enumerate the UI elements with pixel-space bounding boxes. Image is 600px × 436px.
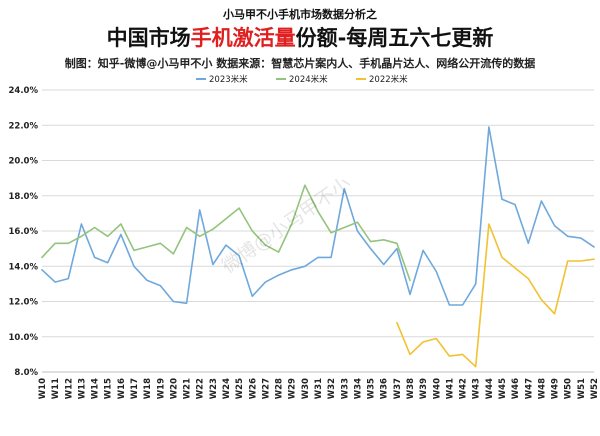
axis-layer: 8.0% 10.0% 12.0% 14.0% 16.0% 18.0% 20.0% 22.0% 2… (9, 86, 600, 399)
y-tick-label: 8.0% (14, 368, 38, 378)
x-tick-label: W38 (406, 378, 416, 399)
x-tick-label: W23 (209, 378, 219, 399)
x-tick-label: W33 (340, 378, 350, 399)
x-tick-label: W49 (551, 378, 561, 399)
title-prefix: 中国市场 (106, 26, 191, 50)
chart-title: 中国市场手机激活量份额-每周五六七更新 (0, 22, 600, 52)
x-tick-label: W12 (64, 378, 74, 399)
x-tick-label: W28 (275, 378, 285, 399)
x-tick-label: W13 (77, 378, 87, 399)
data-source-note: 制图：知乎-微博@小马甲不小 数据来源：智慧芯片案内人、手机晶片达人、网络公开流… (64, 57, 536, 70)
x-tick-label: W21 (183, 378, 193, 399)
legend-label: 2022米米 (369, 74, 408, 85)
legend-label: 2024米米 (289, 74, 328, 85)
series-line (396, 223, 595, 368)
x-tick-label: W30 (301, 378, 311, 399)
y-tick-label: 12.0% (9, 298, 39, 308)
series-layer (41, 126, 595, 368)
x-tick-label: W45 (498, 378, 508, 399)
x-tick-label: W31 (314, 378, 324, 399)
x-tick-label: W37 (393, 378, 403, 399)
x-tick-label: W43 (472, 378, 482, 399)
x-tick-label: W47 (524, 378, 534, 399)
y-tick-label: 14.0% (9, 262, 39, 272)
x-tick-label: W39 (419, 378, 429, 399)
series-line (41, 184, 411, 282)
x-tick-label: W10 (38, 378, 48, 399)
x-tick-label: W27 (261, 378, 271, 399)
x-tick-label: W19 (156, 378, 166, 399)
x-tick-label: W26 (248, 378, 258, 399)
x-tick-label: W25 (235, 378, 245, 399)
x-tick-label: W32 (327, 378, 337, 399)
x-tick-label: W41 (445, 378, 455, 399)
x-tick-label: W50 (564, 378, 574, 399)
title-highlight: 手机激活量 (190, 26, 296, 50)
x-tick-label: W40 (432, 378, 442, 399)
y-tick-label: 10.0% (9, 333, 39, 343)
series-line (41, 126, 595, 306)
y-tick-label: 24.0% (9, 86, 39, 96)
legend: 2023米米 2024米米 2022米米 (196, 74, 408, 85)
x-tick-label: W24 (222, 378, 232, 399)
x-tick-label: W34 (353, 378, 363, 399)
x-tick-label: W42 (459, 378, 469, 399)
y-tick-label: 22.0% (9, 121, 39, 131)
x-tick-label: W15 (104, 378, 114, 399)
x-tick-label: W14 (91, 378, 101, 399)
x-tick-label: W29 (288, 378, 298, 399)
x-tick-label: W35 (367, 378, 377, 399)
x-tick-label: W20 (169, 378, 179, 399)
top-note: 小马甲不小手机市场数据分析之 (223, 8, 377, 21)
x-tick-label: W46 (511, 378, 521, 399)
y-tick-label: 16.0% (9, 227, 39, 237)
title-suffix: 份额-每周五六七更新 (295, 26, 494, 50)
watermark-text: 微博@小马甲不小 (218, 172, 355, 277)
x-tick-label: W17 (130, 378, 140, 399)
x-tick-label: W16 (117, 378, 127, 399)
x-tick-label: W51 (577, 378, 587, 399)
x-tick-label: W22 (196, 378, 206, 399)
x-tick-label: W44 (485, 378, 495, 399)
y-tick-label: 20.0% (9, 157, 39, 167)
y-tick-label: 18.0% (9, 192, 39, 202)
x-tick-label: W48 (537, 378, 547, 399)
x-tick-label: W52 (590, 378, 600, 399)
legend-label: 2023米米 (209, 74, 248, 85)
x-tick-label: W18 (143, 378, 153, 399)
x-tick-label: W11 (51, 378, 61, 399)
x-tick-label: W36 (380, 378, 390, 399)
